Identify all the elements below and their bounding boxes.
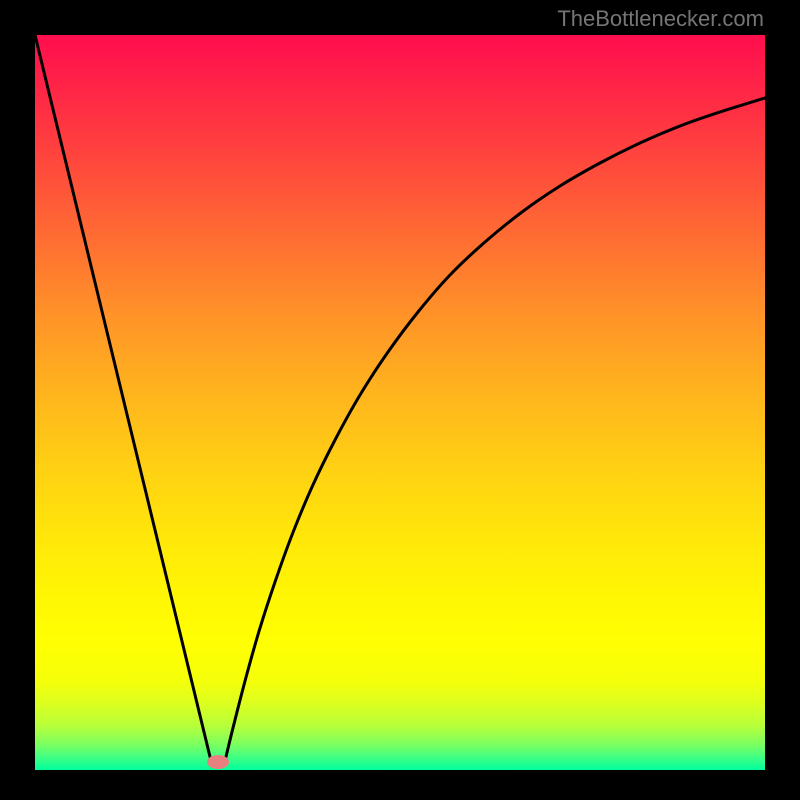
plot-area xyxy=(35,35,765,770)
curve-left-line xyxy=(35,35,212,765)
minimum-marker xyxy=(207,755,229,769)
watermark-text: TheBottlenecker.com xyxy=(557,6,764,32)
curve-layer xyxy=(35,35,765,770)
chart-container: TheBottlenecker.com xyxy=(0,0,800,800)
curve-right-arc xyxy=(224,98,765,765)
